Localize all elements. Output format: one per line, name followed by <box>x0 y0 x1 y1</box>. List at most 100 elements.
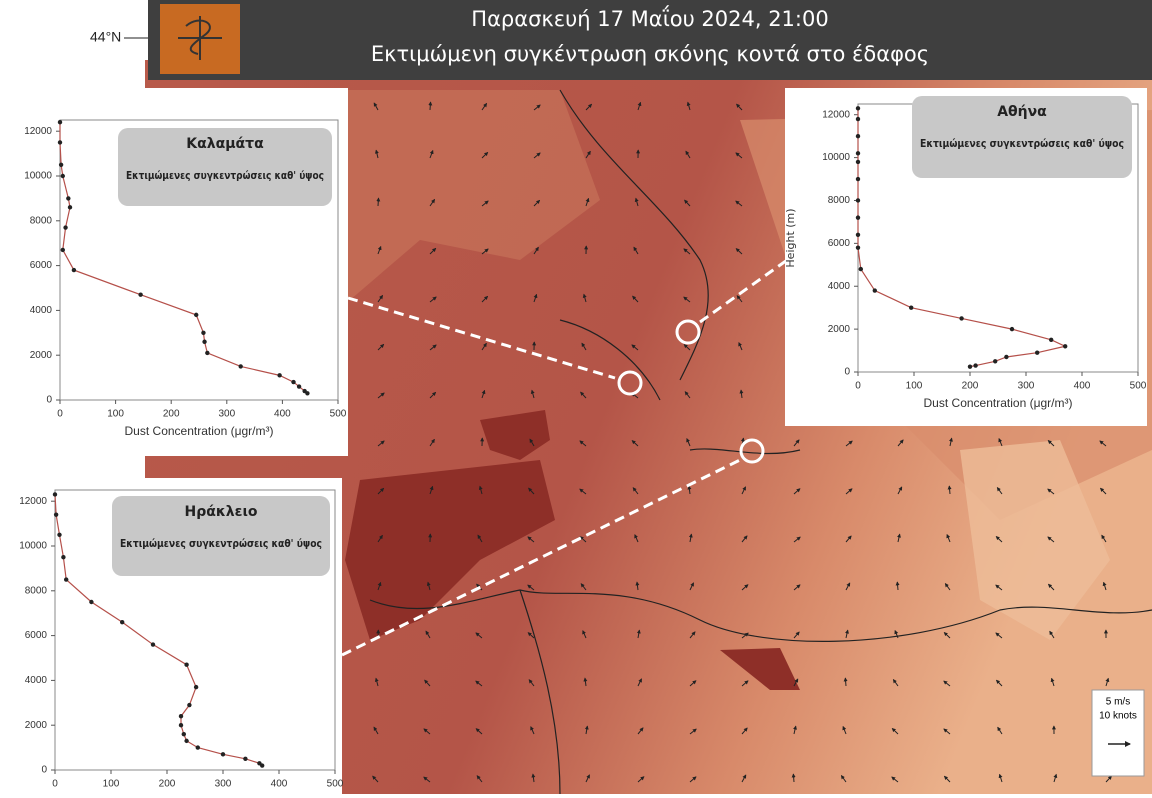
profile-point <box>856 134 860 138</box>
wind-arrow <box>845 678 846 686</box>
profile-point <box>187 703 191 707</box>
profile-point <box>856 117 860 121</box>
profile-point <box>54 512 58 516</box>
profile-point <box>61 555 65 559</box>
location-title: Ηράκλειο <box>184 504 257 520</box>
profile-point <box>194 685 198 689</box>
y-tick-label: 4000 <box>30 305 53 316</box>
y-tick-label: 4000 <box>25 675 48 686</box>
profile-point <box>196 745 200 749</box>
profile-point <box>297 384 301 388</box>
profile-point <box>859 267 863 271</box>
x-tick-label: 500 <box>327 779 344 790</box>
profile-point <box>856 106 860 110</box>
profile-point <box>856 151 860 155</box>
location-subtitle: Εκτιμώμενες συγκεντρώσεις καθ' ύψος <box>920 137 1124 150</box>
location-title: Αθήνα <box>997 104 1047 120</box>
profile-point <box>202 340 206 344</box>
y-tick-label: 8000 <box>30 215 53 226</box>
profile-point <box>194 313 198 317</box>
y-tick-label: 10000 <box>822 152 850 163</box>
profile-point <box>179 723 183 727</box>
profile-point <box>1063 344 1067 348</box>
y-tick-label: 2000 <box>828 324 851 335</box>
x-tick-label: 100 <box>103 779 120 790</box>
x-tick-label: 0 <box>855 381 861 392</box>
location-title: Καλαμάτα <box>186 136 264 152</box>
wind-legend-speed: 5 m/s <box>1106 697 1130 708</box>
y-tick-label: 0 <box>46 395 52 406</box>
x-tick-label: 0 <box>52 779 58 790</box>
profile-point <box>959 316 963 320</box>
y-tick-label: 10000 <box>24 171 52 182</box>
profile-point <box>856 245 860 249</box>
profile-point <box>179 714 183 718</box>
profile-point <box>58 120 62 124</box>
profile-point <box>182 732 186 736</box>
wind-arrow <box>793 774 794 782</box>
y-tick-label: 4000 <box>828 281 851 292</box>
wind-arrow <box>430 102 431 110</box>
y-tick-label: 10000 <box>19 541 47 552</box>
y-tick-label: 6000 <box>25 630 48 641</box>
profile-point <box>120 620 124 624</box>
wind-arrow <box>897 582 898 590</box>
x-tick-label: 200 <box>159 779 176 790</box>
x-tick-label: 300 <box>1018 381 1035 392</box>
profile-point <box>72 268 76 272</box>
y-tick-label: 6000 <box>828 238 851 249</box>
x-tick-label: 400 <box>274 409 291 420</box>
x-tick-label: 300 <box>218 409 235 420</box>
profile-point <box>239 364 243 368</box>
x-tick-label: 300 <box>215 779 232 790</box>
y-tick-label: 6000 <box>30 260 53 271</box>
profile-point <box>1010 327 1014 331</box>
profile-point <box>68 205 72 209</box>
x-axis-label: Dust Concentration (μgr/m³) <box>924 396 1073 410</box>
profile-point <box>138 293 142 297</box>
profile-point <box>968 364 972 368</box>
profile-point <box>221 752 225 756</box>
profile-point <box>205 351 209 355</box>
location-subtitle: Εκτιμώμενες συγκεντρώσεις καθ' ύψος <box>126 169 324 182</box>
profile-point <box>856 215 860 219</box>
y-tick-label: 0 <box>41 765 47 776</box>
profile-point <box>973 363 977 367</box>
x-tick-label: 100 <box>906 381 923 392</box>
x-tick-label: 400 <box>1074 381 1091 392</box>
profile-point <box>184 739 188 743</box>
y-axis-label: Height (m) <box>784 208 797 267</box>
profile-point <box>1004 355 1008 359</box>
wind-legend-knots: 10 knots <box>1099 711 1137 722</box>
profile-point <box>66 196 70 200</box>
profile-point <box>243 757 247 761</box>
x-tick-label: 200 <box>163 409 180 420</box>
profile-point <box>57 533 61 537</box>
profile-point <box>64 577 68 581</box>
profile-point <box>909 305 913 309</box>
profile-point <box>151 642 155 646</box>
x-tick-label: 500 <box>330 409 347 420</box>
latitude-label: 44°N <box>90 29 121 45</box>
profile-point <box>856 233 860 237</box>
header-title: Παρασκευή 17 Μαΐου 2024, 21:00 <box>471 5 828 31</box>
y-tick-label: 2000 <box>25 720 48 731</box>
profile-point <box>59 163 63 167</box>
x-tick-label: 500 <box>1130 381 1147 392</box>
y-tick-label: 2000 <box>30 350 53 361</box>
profile-point <box>184 663 188 667</box>
x-tick-label: 100 <box>107 409 124 420</box>
profile-point <box>1049 338 1053 342</box>
profile-point <box>291 380 295 384</box>
x-tick-label: 400 <box>271 779 288 790</box>
header-subtitle: Εκτιμώμενη συγκέντρωση σκόνης κοντά στο … <box>371 42 929 66</box>
profile-point <box>856 177 860 181</box>
y-tick-label: 0 <box>844 367 850 378</box>
y-tick-label: 12000 <box>19 496 47 507</box>
y-tick-label: 8000 <box>828 195 851 206</box>
profile-point <box>201 331 205 335</box>
profile-point <box>63 225 67 229</box>
profile-point <box>856 160 860 164</box>
y-tick-label: 12000 <box>24 126 52 137</box>
profile-point <box>856 198 860 202</box>
